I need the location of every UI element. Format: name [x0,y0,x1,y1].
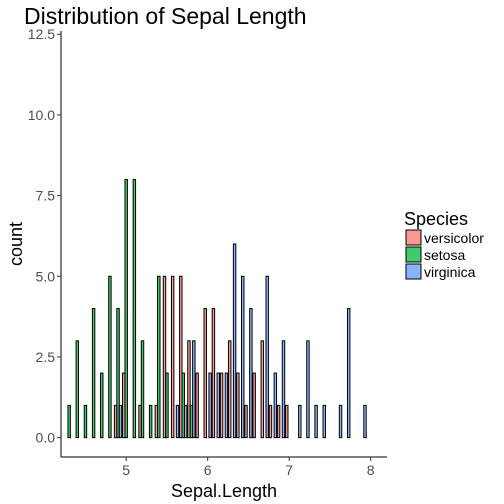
bar-setosa-11 [157,275,161,439]
bar-virginica-15 [314,404,318,439]
bar-versicolor-16 [252,372,256,439]
bar-virginica-13 [298,404,302,439]
bar-versicolor-6 [170,275,175,439]
bar-versicolor-12 [219,372,224,439]
bar-versicolor-5 [162,275,167,439]
legend-label-virginica: virginica [424,264,476,280]
legend-label-setosa: setosa [424,247,465,263]
x-axis-ticks: 5 6 7 8 [122,457,375,478]
bar-virginica-19 [363,404,367,439]
y-tick-label-5: 12.5 [28,26,55,42]
bar-setosa-6 [116,308,120,439]
bar-virginica-5 [216,372,221,439]
legend-title: Species [404,209,468,229]
bar-virginica-6 [224,372,229,439]
bar-versicolor-18 [268,404,273,439]
bar-setosa-5 [108,275,112,439]
bar-versicolor-17 [260,340,265,439]
y-tick-label-0: 0.0 [36,430,56,446]
legend-label-versicolor: versicolor [424,230,484,246]
bar-virginica-18 [346,308,351,439]
x-tick-label-2: 7 [285,462,293,478]
legend-key-versicolor [405,229,422,246]
bar-virginica-16 [322,404,326,439]
bar-versicolor-20 [285,404,289,439]
bar-versicolor-19 [276,404,281,439]
bar-setosa-0 [67,404,71,439]
x-tick-label-1: 6 [204,462,212,478]
bar-setosa-2 [83,404,88,439]
chart-title: Distribution of Sepal Length [24,3,307,29]
bar-virginica-4 [208,372,212,439]
bar-versicolor-7 [179,275,183,439]
bar-virginica-10 [265,275,269,439]
y-tick-label-1: 2.5 [36,349,56,365]
bar-virginica-17 [338,404,343,439]
bar-versicolor-14 [236,372,240,439]
legend-key-virginica [405,263,422,280]
bar-virginica-11 [273,372,278,439]
bar-virginica-2 [183,404,188,439]
x-tick-label-3: 8 [367,462,375,478]
bar-setosa-9 [140,340,145,439]
bar-virginica-0 [118,404,123,439]
bar-setosa-8 [132,178,137,439]
legend-key-setosa [405,246,422,263]
bar-setosa-7 [124,178,128,439]
bar-versicolor-11 [211,308,216,439]
bar-virginica-3 [192,340,196,439]
bar-setosa-12 [165,372,169,439]
x-tick-label-0: 5 [122,462,130,478]
bar-virginica-7 [232,243,237,439]
y-tick-label-2: 5.0 [36,268,56,284]
bar-virginica-1 [175,404,180,439]
bar-versicolor-9 [195,372,199,439]
bar-versicolor-10 [203,308,207,439]
bar-versicolor-15 [244,404,248,439]
bar-versicolor-8 [187,340,191,439]
y-tick-label-3: 7.5 [36,188,56,204]
bar-setosa-3 [91,308,96,439]
y-axis-title: count [6,222,26,266]
bar-virginica-8 [241,275,245,439]
bar-setosa-10 [148,404,153,439]
bar-virginica-12 [281,340,286,439]
bar-virginica-14 [306,340,310,439]
y-axis-ticks: 0.0 2.5 5.0 7.5 10.0 12.5 [28,26,61,446]
x-axis-title: Sepal.Length [171,481,277,501]
bar-setosa-4 [100,372,104,439]
bar-virginica-9 [249,308,253,439]
bar-versicolor-13 [227,340,232,439]
bar-layer [67,178,367,439]
bar-setosa-1 [75,340,80,439]
y-tick-label-4: 10.0 [28,107,55,123]
